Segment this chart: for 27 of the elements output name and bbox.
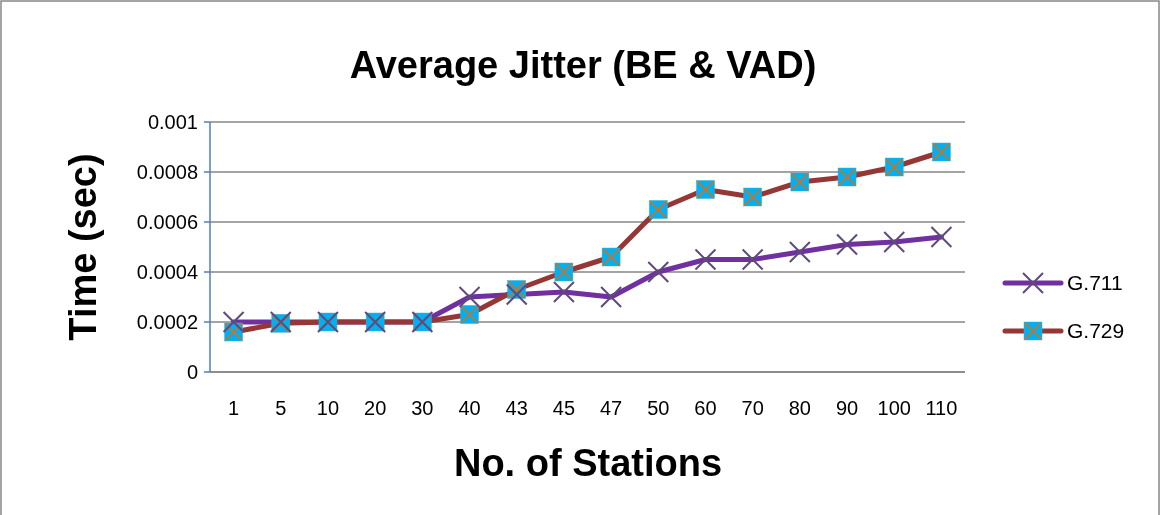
x-tick-label: 70: [741, 397, 764, 419]
x-tick-label: 1: [228, 397, 240, 419]
x-tick-label: 10: [316, 397, 340, 419]
x-tick-label: 90: [835, 397, 859, 419]
y-tick-label: 0.001: [147, 111, 198, 133]
legend-label: G.729: [1067, 319, 1125, 343]
y-axis-title: Time (sec): [62, 153, 104, 341]
x-tick-label: 43: [505, 397, 528, 419]
y-tick-label: 0.0002: [136, 311, 198, 333]
x-tick-label: 50: [647, 397, 670, 419]
x-tick-label: 45: [552, 397, 576, 419]
x-tick-label: 80: [788, 397, 811, 419]
x-tick-label: 110: [925, 397, 958, 419]
x-tick-label: 60: [694, 397, 717, 419]
y-tick-label: 0.0008: [136, 161, 198, 183]
x-tick-label: 40: [458, 397, 481, 419]
legend-label: G.711: [1067, 271, 1123, 295]
y-tick-label: 0.0004: [136, 261, 198, 283]
x-tick-label: 100: [877, 397, 911, 419]
x-tick-label: 47: [599, 397, 623, 419]
x-axis-title: No. of Stations: [453, 442, 723, 484]
x-tick-label: 30: [411, 397, 434, 419]
y-tick-label: 0.0006: [136, 211, 198, 233]
chart-title: Average Jitter (BE & VAD): [349, 44, 817, 86]
x-tick-label: 5: [275, 397, 287, 419]
y-tick-label: 0: [186, 361, 198, 383]
x-tick-label: 20: [364, 397, 387, 419]
